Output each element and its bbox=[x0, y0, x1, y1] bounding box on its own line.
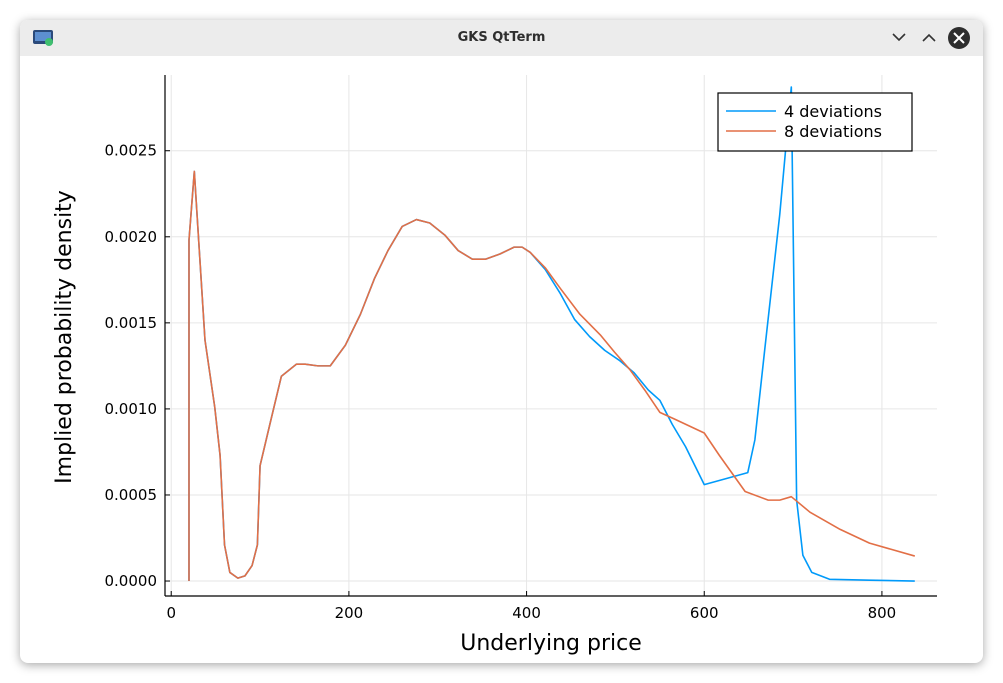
app-icon-badge bbox=[45, 38, 53, 46]
x-tick-label: 400 bbox=[512, 604, 541, 622]
x-tick-label: 200 bbox=[335, 604, 364, 622]
title-bar: GKS QtTerm bbox=[20, 20, 983, 56]
x-tick-label: 800 bbox=[868, 604, 897, 622]
x-tick-label: 600 bbox=[690, 604, 719, 622]
y-tick-label: 0.0015 bbox=[105, 314, 158, 332]
y-tick-label: 0.0000 bbox=[105, 572, 158, 590]
data-line bbox=[188, 170, 916, 582]
legend-box bbox=[717, 92, 913, 152]
data-line bbox=[188, 86, 915, 582]
close-icon bbox=[953, 32, 965, 44]
title-bar-icons bbox=[33, 27, 970, 49]
y-tick-label: 0.0010 bbox=[105, 400, 158, 418]
maximize-button[interactable] bbox=[922, 33, 936, 42]
y-axis-label: Implied probability density bbox=[52, 190, 77, 484]
legend-label: 4 deviations bbox=[784, 102, 882, 121]
legend-label: 8 deviations bbox=[784, 122, 882, 141]
window-title: GKS QtTerm bbox=[457, 30, 546, 45]
minimize-button[interactable] bbox=[892, 33, 906, 42]
x-axis-label: Underlying price bbox=[460, 631, 642, 656]
y-tick-label: 0.0025 bbox=[105, 142, 158, 160]
x-tick-label: 0 bbox=[166, 604, 176, 622]
app-icon-screen bbox=[35, 32, 51, 41]
y-tick-label: 0.0020 bbox=[105, 228, 158, 246]
y-tick-label: 0.0005 bbox=[105, 486, 158, 504]
